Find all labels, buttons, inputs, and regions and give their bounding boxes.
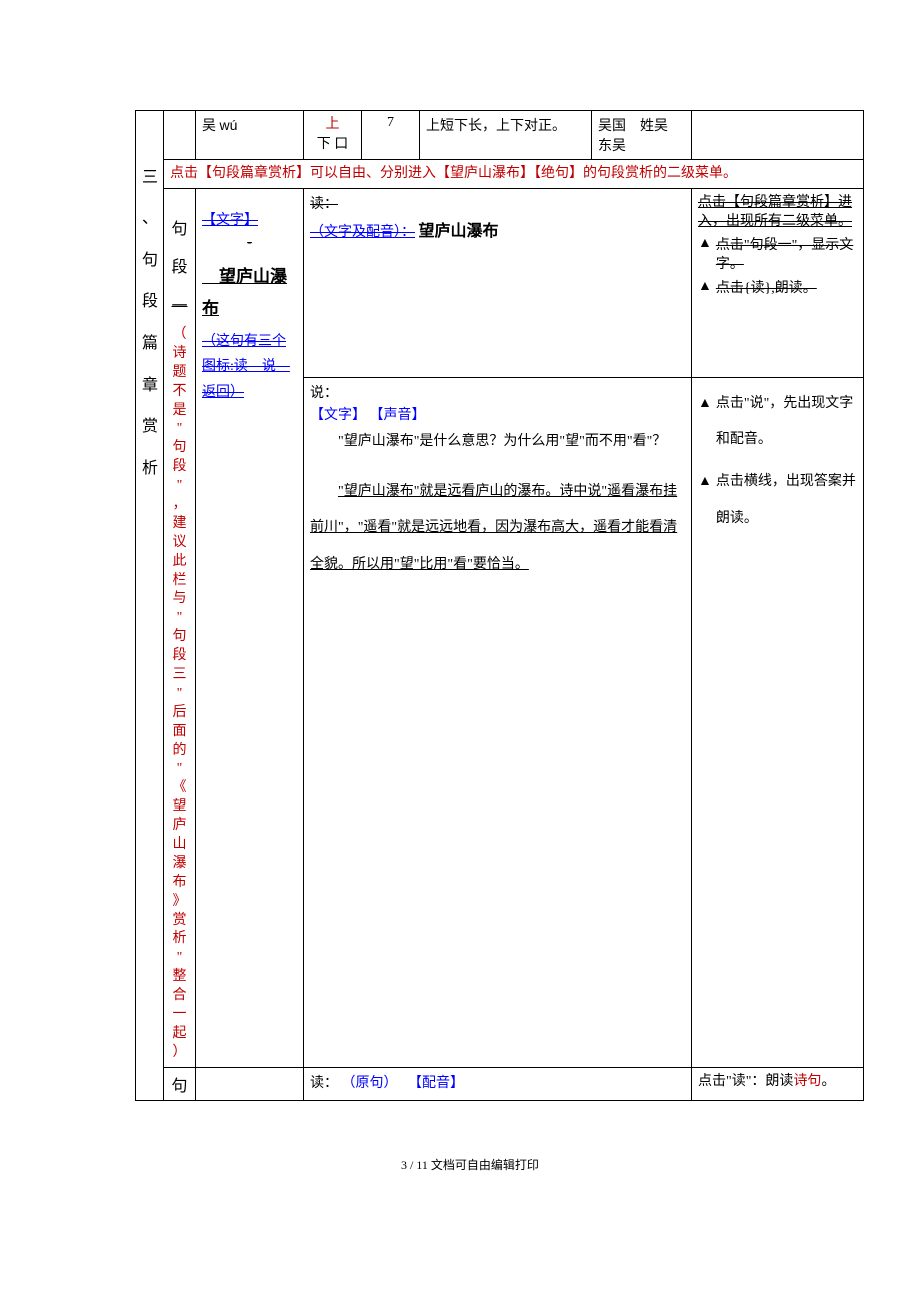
- icons-note: （这句有三个图标:读 说 返回）: [202, 334, 290, 399]
- tag-wenzi: 【文字】: [202, 213, 258, 228]
- cell-ops-right1: 点击【句段篇章赏析】进入，出现所有二级菜单。 ▲ 点击"句段一"，显示文字。 ▲…: [692, 188, 864, 377]
- seg-char: 句: [170, 211, 189, 249]
- triangle-icon: ▲: [698, 279, 712, 295]
- ops-last-a: 点击"读"：朗读: [698, 1074, 793, 1089]
- pinyin-wu: wú: [220, 117, 238, 133]
- tag-wenzi: 【文字】: [310, 408, 366, 423]
- cell-words: 吴国 姓吴 东吴: [592, 111, 692, 160]
- char-wu: 吴: [202, 119, 216, 134]
- ops-last-c: 。: [821, 1074, 835, 1089]
- col3-seg1: 【文字】 - 望庐山瀑布 （这句有三个图标:读 说 返回）: [196, 188, 304, 1067]
- seg-note: （诗题不是"句段"，建议此栏与"句段三"后面的"《望庐山瀑布》赏析"整合一起）: [170, 326, 189, 1063]
- ops-line1: 点击【句段篇章赏析】进入，出现所有二级菜单。: [698, 193, 857, 232]
- ops-bullet1: 点击"句段一"，显示文字。: [716, 236, 857, 275]
- section-char: 句: [142, 240, 157, 282]
- section-char: 篇: [142, 323, 157, 365]
- col2-seg1: 句 段 一 （诗题不是"句段"，建议此栏与"句段三"后面的"《望庐山瀑布》赏析"…: [164, 188, 196, 1067]
- seg-char-strike: 一: [170, 288, 189, 326]
- cell-shuo: 说： 【文字】 【声音】 "望庐山瀑布"是什么意思？为什么用"望"而不用"看"？…: [304, 377, 692, 1067]
- cell-ops-right2: ▲ 点击"说"，先出现文字和配音。 ▲ 点击横线，出现答案并朗读。: [692, 377, 864, 1067]
- ops2-bullet1: 点击"说"，先出现文字和配音。: [716, 386, 857, 459]
- triangle-icon: ▲: [698, 464, 712, 500]
- section-char: 、: [142, 198, 157, 240]
- table-row: 点击【句段篇章赏析】可以自由、分别进入【望庐山瀑布】【绝句】的句段赏析的二级菜单…: [136, 160, 864, 189]
- table-row: 三 、 句 段 篇 章 赏 析 吴 wú 上 下 口 7 上短下长，上下对正。 …: [136, 111, 864, 160]
- section-char: 段: [142, 281, 157, 323]
- poem-title: 望庐山瀑布: [202, 267, 287, 318]
- section3-title: 三 、 句 段 篇 章 赏 析: [136, 111, 164, 1101]
- section-char: 析: [142, 448, 157, 490]
- peiyin: 【配音】: [408, 1076, 464, 1091]
- read-title: 望庐山瀑布: [419, 223, 499, 240]
- cell-structure: 上 下 口: [304, 111, 362, 160]
- page-footer: 3 / 11 文档可自由编辑打印: [135, 1156, 805, 1173]
- structure-bottom: 下 口: [317, 137, 349, 152]
- section-char: 章: [142, 365, 157, 407]
- cell-read-last: 读： （原句） 【配音】: [304, 1067, 692, 1100]
- page: 三 、 句 段 篇 章 赏 析 吴 wú 上 下 口 7 上短下长，上下对正。 …: [0, 0, 920, 1233]
- dash: -: [247, 235, 252, 250]
- cell-char-pinyin: 吴 wú: [196, 111, 304, 160]
- cell-tip: 上短下长，上下对正。: [420, 111, 592, 160]
- layout-table: 三 、 句 段 篇 章 赏 析 吴 wú 上 下 口 7 上短下长，上下对正。 …: [135, 110, 864, 1101]
- table-row: 句 段 一 （诗题不是"句段"，建议此栏与"句段三"后面的"《望庐山瀑布》赏析"…: [136, 188, 864, 377]
- triangle-icon: ▲: [698, 236, 712, 252]
- section-char: 赏: [142, 406, 157, 448]
- cell-strokes: 7: [362, 111, 420, 160]
- table-row: 句 读： （原句） 【配音】 点击"读"：朗读诗句。: [136, 1067, 864, 1100]
- shuo-label: 说：: [310, 382, 685, 402]
- structure-top: 上: [326, 117, 340, 132]
- section-char: 三: [142, 157, 157, 199]
- triangle-icon: ▲: [698, 386, 712, 422]
- ops2-bullet2: 点击横线，出现答案并朗读。: [716, 464, 857, 537]
- col2-last: 句: [164, 1067, 196, 1100]
- ops-last-b: 诗句: [793, 1074, 821, 1089]
- seg-char: 段: [170, 249, 189, 287]
- cell-read: 读： （文字及配音）： 望庐山瀑布: [304, 188, 692, 377]
- instruction-row: 点击【句段篇章赏析】可以自由、分别进入【望庐山瀑布】【绝句】的句段赏析的二级菜单…: [164, 160, 864, 189]
- cell-ops-last: 点击"读"：朗读诗句。: [692, 1067, 864, 1100]
- cell-blank: [692, 111, 864, 160]
- col3-last-blank: [196, 1067, 304, 1100]
- read-bracket: （文字及配音）：: [310, 225, 415, 240]
- ops-bullet2: 点击{读},朗读。: [716, 279, 817, 299]
- read-label: 读：: [310, 193, 685, 213]
- yuanju: （原句）: [342, 1076, 391, 1091]
- read-label: 读：: [310, 1076, 338, 1091]
- tag-shengyin: 【声音】: [370, 408, 426, 423]
- shuo-answer: "望庐山瀑布"就是远看庐山的瀑布。诗中说"遥看瀑布挂前川"，"遥看"就是远远地看…: [310, 484, 677, 572]
- cell-blank: [164, 111, 196, 160]
- shuo-question: "望庐山瀑布"是什么意思？为什么用"望"而不用"看"？: [310, 424, 685, 460]
